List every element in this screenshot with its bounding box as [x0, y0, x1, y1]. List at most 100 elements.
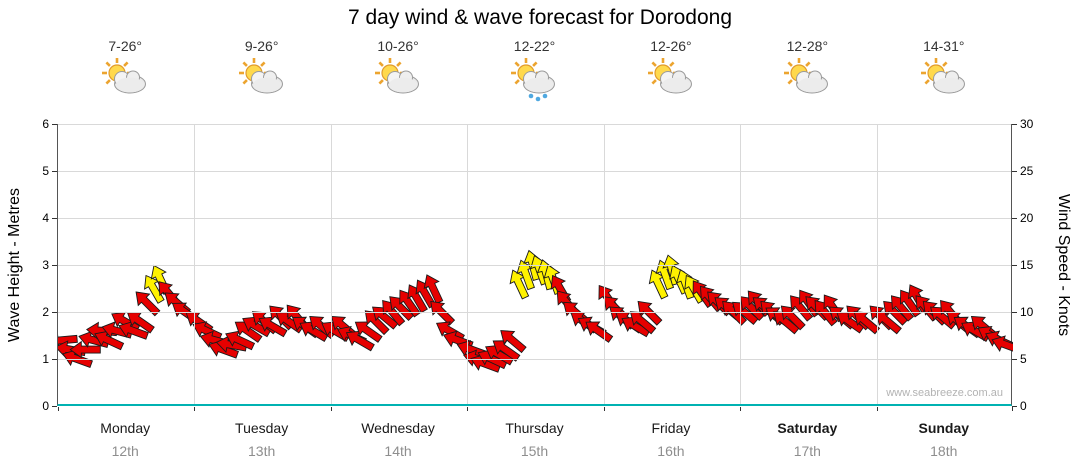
- plot-area: www.seabreeze.com.au: [52, 123, 1017, 411]
- sun-cloud-icon: [102, 58, 147, 94]
- day-header-sunday: 14-31°: [876, 38, 1012, 102]
- wind-arrow: [192, 321, 223, 341]
- wind-arrow: [423, 274, 444, 305]
- v-gridline: [330, 124, 332, 404]
- day-label: Monday: [100, 420, 151, 436]
- left-axis-tick: [52, 123, 57, 125]
- day-temp: 12-26°: [650, 38, 692, 54]
- date-label: 13th: [248, 443, 276, 459]
- day-temp: 9-26°: [244, 38, 279, 54]
- wind-arrow: [430, 300, 456, 326]
- day-header-friday: 12-26°: [603, 38, 739, 102]
- wind-arrow: [991, 335, 1013, 354]
- cloud: [932, 70, 965, 94]
- x-axis-tick: [740, 407, 742, 411]
- wind-arrow: [135, 291, 161, 317]
- right-axis-tick: [1012, 264, 1017, 266]
- cloud: [387, 70, 420, 94]
- day-header-wednesday: 10-26°: [330, 38, 466, 102]
- h-gridline: [58, 265, 1011, 266]
- right-axis-tick-label: 15: [1020, 258, 1034, 272]
- day-header-tuesday: 9-26°: [193, 38, 329, 102]
- left-axis-tick: [52, 170, 57, 172]
- day-temp: 7-26°: [108, 38, 143, 54]
- h-gridline: [58, 124, 1011, 125]
- day-label: Saturday: [777, 420, 838, 436]
- date-label: 17th: [793, 443, 821, 459]
- cloud: [796, 70, 829, 94]
- x-axis-tick: [194, 407, 196, 411]
- day-label: Friday: [651, 420, 691, 436]
- left-axis-tick-label: 2: [42, 305, 49, 319]
- wind-arrow: [585, 321, 614, 343]
- left-axis-tick: [52, 358, 57, 360]
- day-label: Wednesday: [361, 420, 435, 436]
- day-header-monday: 7-26°: [57, 38, 193, 102]
- left-axis-tick-label: 5: [42, 164, 49, 178]
- right-axis-tick-label: 20: [1020, 211, 1034, 225]
- sun-cloud-icon: [238, 58, 283, 94]
- wind-arrow: [69, 340, 101, 359]
- cloud: [114, 70, 147, 94]
- date-label: 18th: [930, 443, 958, 459]
- wind-arrow: [637, 300, 663, 326]
- h-gridline: [58, 218, 1011, 219]
- cloud: [659, 70, 692, 94]
- right-axis-tick: [1012, 123, 1017, 125]
- wind-arrow: [126, 312, 155, 334]
- wind-arrows-layer: [58, 249, 1013, 373]
- date-label: 16th: [657, 443, 685, 459]
- right-axis-tick: [1012, 311, 1017, 313]
- wind-arrow: [500, 330, 527, 354]
- left-axis-tick: [52, 405, 57, 407]
- right-axis-tick-label: 30: [1020, 117, 1034, 131]
- left-axis-tick-label: 6: [42, 117, 49, 131]
- chart-title: 7 day wind & wave forecast for Dorodong: [347, 6, 733, 29]
- sun-cloud-icon: [784, 58, 829, 94]
- right-axis-tick-label: 10: [1020, 305, 1034, 319]
- right-axis-tick-label: 0: [1020, 399, 1027, 413]
- day-label: Thursday: [505, 420, 564, 436]
- left-axis-tick-label: 3: [42, 258, 49, 272]
- cloud: [250, 70, 283, 94]
- v-gridline: [194, 124, 196, 404]
- x-axis-tick: [603, 407, 605, 411]
- v-gridline: [740, 124, 742, 404]
- day-label: Sunday: [918, 420, 970, 436]
- right-axis-tick: [1012, 217, 1017, 219]
- day-temp: 12-22°: [513, 38, 556, 54]
- x-axis-tick: [876, 407, 878, 411]
- v-gridline: [876, 124, 878, 404]
- left-axis-tick-label: 1: [42, 352, 49, 366]
- right-axis-tick: [1012, 405, 1017, 407]
- h-gridline: [58, 171, 1011, 172]
- left-axis-tick-label: 0: [42, 399, 49, 413]
- right-axis-title: Wind Speed - Knots: [1055, 193, 1072, 337]
- day-label: Tuesday: [235, 420, 289, 436]
- left-axis-tick-label: 4: [42, 211, 49, 225]
- right-axis-tick: [1012, 170, 1017, 172]
- left-axis-tick: [52, 264, 57, 266]
- cloud: [523, 70, 556, 94]
- left-axis-tick: [52, 217, 57, 219]
- x-axis-tick: [467, 407, 469, 411]
- right-axis-tick-label: 5: [1020, 352, 1027, 366]
- sun-cloud-icon: [375, 58, 420, 94]
- x-axis-tick: [330, 407, 332, 411]
- left-axis-tick: [52, 311, 57, 313]
- day-header-thursday: 12-22°: [466, 38, 602, 102]
- sun-cloud-icon: [647, 58, 692, 94]
- date-label: 15th: [520, 443, 549, 459]
- right-axis-tick-label: 25: [1020, 164, 1034, 178]
- day-temp: 10-26°: [377, 38, 419, 54]
- day-header-saturday: 12-28°: [739, 38, 875, 102]
- wind-arrow: [629, 311, 657, 335]
- day-temp: 14-31°: [923, 38, 965, 54]
- x-axis-tick: [1012, 407, 1013, 411]
- wind-arrow: [875, 311, 902, 335]
- h-gridline: [58, 359, 1011, 360]
- date-label: 12th: [111, 443, 139, 459]
- day-temp: 12-28°: [786, 38, 829, 54]
- v-gridline: [467, 124, 469, 404]
